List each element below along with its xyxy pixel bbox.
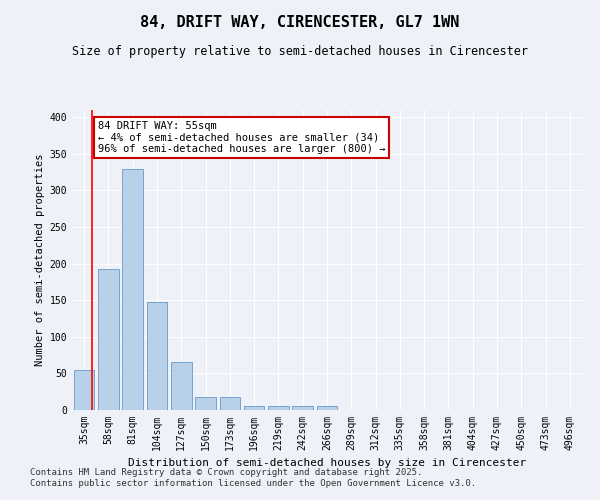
X-axis label: Distribution of semi-detached houses by size in Cirencester: Distribution of semi-detached houses by … <box>128 458 526 468</box>
Bar <box>171 362 191 410</box>
Bar <box>268 406 289 410</box>
Text: Size of property relative to semi-detached houses in Cirencester: Size of property relative to semi-detach… <box>72 45 528 58</box>
Text: 84 DRIFT WAY: 55sqm
← 4% of semi-detached houses are smaller (34)
96% of semi-de: 84 DRIFT WAY: 55sqm ← 4% of semi-detache… <box>97 121 385 154</box>
Bar <box>195 397 216 410</box>
Bar <box>244 406 265 410</box>
Bar <box>220 397 240 410</box>
Bar <box>146 302 167 410</box>
Text: 84, DRIFT WAY, CIRENCESTER, GL7 1WN: 84, DRIFT WAY, CIRENCESTER, GL7 1WN <box>140 15 460 30</box>
Y-axis label: Number of semi-detached properties: Number of semi-detached properties <box>35 154 46 366</box>
Bar <box>317 406 337 410</box>
Bar <box>74 370 94 410</box>
Text: Contains HM Land Registry data © Crown copyright and database right 2025.
Contai: Contains HM Land Registry data © Crown c… <box>30 468 476 487</box>
Bar <box>98 269 119 410</box>
Bar <box>122 168 143 410</box>
Bar <box>292 406 313 410</box>
